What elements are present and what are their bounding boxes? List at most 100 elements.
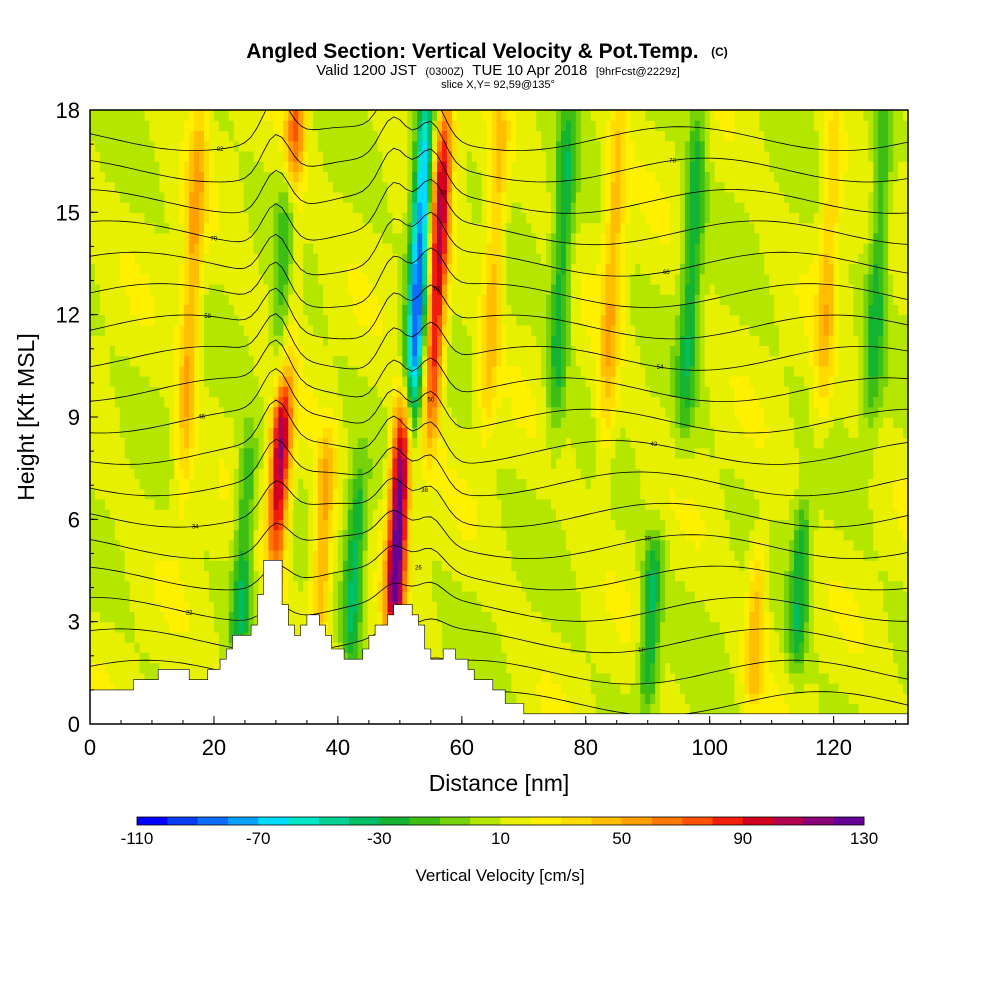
- field-cell: [303, 263, 309, 275]
- field-cell: [422, 365, 428, 377]
- field-cell: [332, 283, 339, 295]
- field-cell: [248, 243, 255, 254]
- field-cell: [159, 263, 165, 275]
- field-cell: [104, 263, 111, 275]
- field-cell: [402, 376, 408, 387]
- field-cell: [263, 488, 270, 500]
- field-cell: [392, 427, 398, 439]
- field-cell: [184, 488, 190, 500]
- field-cell: [253, 273, 260, 285]
- field-cell: [407, 519, 413, 531]
- field-cell: [223, 222, 230, 234]
- field-cell: [387, 601, 394, 613]
- field-cell: [99, 417, 106, 428]
- field-cell: [417, 273, 423, 285]
- field-cell: [422, 631, 428, 643]
- field-cell: [129, 447, 136, 459]
- field-cell: [184, 365, 190, 377]
- field-cell: [94, 498, 101, 510]
- field-cell: [392, 181, 398, 193]
- field-cell: [491, 110, 498, 121]
- field-cell: [417, 601, 423, 613]
- field-cell: [223, 345, 230, 357]
- field-cell: [109, 243, 116, 254]
- field-cell: [144, 171, 151, 183]
- field-cell: [99, 355, 106, 367]
- field-cell: [149, 253, 156, 265]
- field-cell: [194, 539, 200, 551]
- field-cell: [476, 550, 483, 561]
- field-cell: [238, 601, 245, 613]
- field-cell: [94, 140, 101, 152]
- field-cell: [179, 212, 185, 224]
- field-cell: [327, 161, 334, 172]
- field-cell: [258, 243, 265, 254]
- field-cell: [149, 427, 156, 439]
- field-cell: [491, 539, 498, 551]
- field-cell: [392, 417, 398, 428]
- field-cell: [134, 202, 141, 213]
- field-cell: [377, 478, 384, 490]
- field-cell: [367, 181, 374, 193]
- field-cell: [189, 550, 195, 561]
- field-cell: [90, 140, 96, 152]
- field-cell: [372, 283, 379, 295]
- field-cell: [149, 570, 156, 582]
- field-cell: [238, 140, 245, 152]
- field-cell: [372, 509, 379, 520]
- field-cell: [308, 181, 314, 193]
- field-cell: [204, 468, 210, 479]
- field-cell: [486, 130, 493, 142]
- field-cell: [213, 457, 220, 469]
- field-cell: [139, 406, 146, 418]
- field-cell: [233, 232, 240, 244]
- field-cell: [318, 550, 324, 561]
- field-cell: [134, 161, 141, 172]
- field-cell: [159, 631, 165, 643]
- field-cell: [218, 631, 225, 643]
- field-cell: [377, 611, 384, 623]
- field-cell: [372, 386, 379, 398]
- field-cell: [268, 324, 275, 336]
- field-cell: [94, 621, 101, 633]
- field-cell: [154, 222, 161, 234]
- field-cell: [273, 294, 279, 306]
- field-cell: [213, 447, 220, 459]
- field-cell: [218, 601, 225, 613]
- field-cell: [392, 283, 398, 295]
- field-cell: [109, 110, 116, 121]
- field-cell: [481, 417, 488, 428]
- field-cell: [323, 355, 329, 367]
- field-cell: [337, 202, 344, 213]
- field-cell: [218, 140, 225, 152]
- field-cell: [194, 621, 200, 633]
- field-cell: [392, 243, 398, 254]
- field-cell: [94, 181, 101, 193]
- field-cell: [456, 222, 463, 234]
- field-cell: [94, 631, 101, 643]
- field-cell: [149, 488, 156, 500]
- field-cell: [303, 304, 309, 316]
- field-cell: [228, 130, 235, 142]
- field-cell: [476, 140, 483, 152]
- field-cell: [432, 110, 438, 121]
- field-cell: [427, 355, 433, 367]
- field-cell: [332, 570, 339, 582]
- field-cell: [119, 590, 126, 602]
- field-cell: [412, 161, 418, 172]
- field-cell: [471, 355, 478, 367]
- field-cell: [313, 427, 319, 439]
- field-cell: [144, 253, 151, 265]
- field-cell: [352, 324, 359, 336]
- field-cell: [352, 283, 359, 295]
- field-cell: [471, 478, 478, 490]
- field-cell: [194, 283, 200, 295]
- field-cell: [218, 130, 225, 142]
- field-cell: [90, 222, 96, 234]
- field-cell: [194, 498, 200, 510]
- field-cell: [204, 488, 210, 500]
- field-cell: [327, 550, 334, 561]
- field-cell: [149, 212, 156, 224]
- field-cell: [134, 273, 141, 285]
- field-cell: [308, 457, 314, 469]
